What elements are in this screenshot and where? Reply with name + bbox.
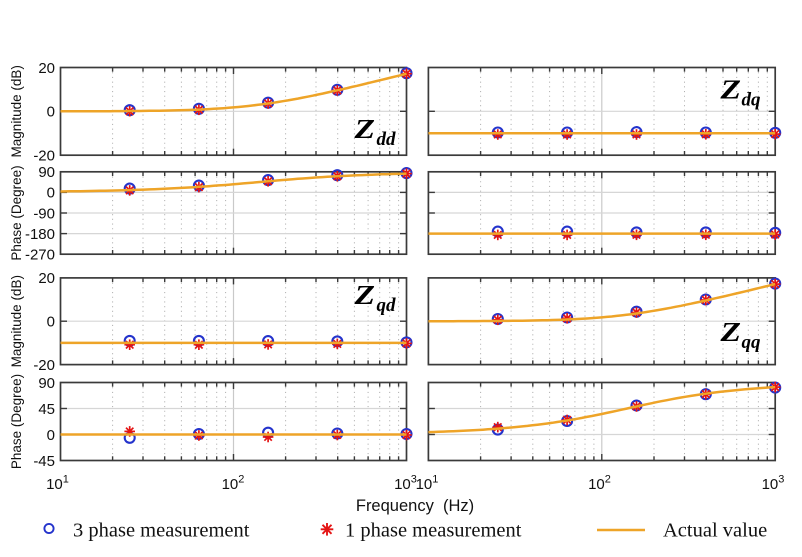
svg-text:Z: Z: [353, 114, 375, 144]
svg-text:dd: dd: [377, 129, 397, 150]
svg-text:Frequency (Hz): Frequency (Hz): [356, 497, 474, 515]
svg-text:90: 90: [38, 164, 55, 181]
svg-text:0: 0: [47, 314, 55, 331]
svg-text:45: 45: [38, 401, 55, 418]
svg-text:-180: -180: [25, 226, 55, 243]
svg-text:20: 20: [38, 270, 55, 287]
svg-text:1 phase measurement: 1 phase measurement: [345, 520, 522, 542]
svg-text:Magnitude (dB): Magnitude (dB): [9, 275, 24, 367]
svg-text:Z: Z: [719, 317, 741, 347]
svg-text:Magnitude (dB): Magnitude (dB): [9, 65, 24, 157]
svg-text:-45: -45: [33, 453, 55, 470]
svg-text:-20: -20: [33, 148, 55, 165]
svg-text:Phase (Degree): Phase (Degree): [9, 374, 24, 469]
svg-text:0: 0: [47, 185, 55, 202]
svg-text:-20: -20: [33, 357, 55, 374]
svg-text:-90: -90: [33, 205, 55, 222]
svg-text:3 phase measurement: 3 phase measurement: [73, 520, 250, 542]
svg-text:dq: dq: [742, 90, 762, 111]
svg-text:qd: qd: [377, 295, 397, 316]
svg-text:Phase (Degree): Phase (Degree): [9, 165, 24, 260]
svg-text:-270: -270: [25, 247, 55, 264]
svg-text:Actual value: Actual value: [663, 520, 767, 542]
svg-text:0: 0: [47, 427, 55, 444]
svg-text:Z: Z: [719, 75, 741, 105]
svg-text:0: 0: [47, 104, 55, 121]
svg-text:20: 20: [38, 60, 55, 77]
svg-text:qq: qq: [742, 332, 762, 353]
svg-text:Z: Z: [353, 280, 375, 310]
svg-text:90: 90: [38, 375, 55, 392]
